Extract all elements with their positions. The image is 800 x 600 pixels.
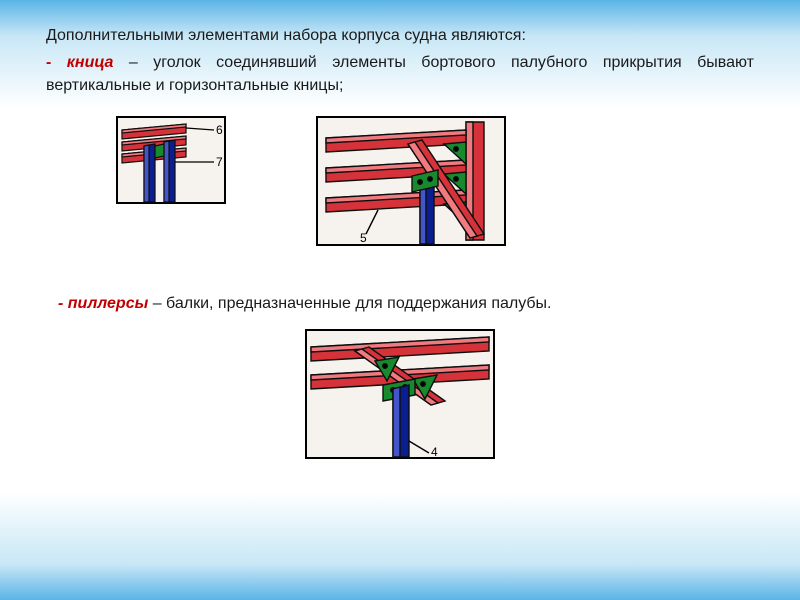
- figure-1: 6 7: [116, 116, 226, 204]
- knitsa-paragraph: - кница – уголок соединявший элементы бо…: [46, 51, 754, 97]
- figure-row-1: 6 7: [116, 116, 754, 246]
- figure-3: 4: [305, 329, 495, 459]
- fig1-label-7: 7: [216, 155, 223, 169]
- fig2-label-5: 5: [360, 231, 367, 245]
- term-pillersy: - пиллерсы: [58, 295, 148, 312]
- knitsa-rest: – уголок соединявший элементы бортового …: [46, 54, 754, 94]
- figure-2: 5: [316, 116, 506, 246]
- intro-paragraph: Дополнительными элементами набора корпус…: [46, 24, 754, 47]
- figure-row-2: 4: [46, 329, 754, 464]
- pillersy-rest: – балки, предназначенные для поддержания…: [148, 295, 551, 312]
- pillersy-paragraph: - пиллерсы – балки, предназначенные для …: [58, 292, 754, 315]
- content: Дополнительными элементами набора корпус…: [0, 0, 800, 464]
- fig3-label-4: 4: [431, 445, 438, 459]
- fig1-label-6: 6: [216, 123, 223, 137]
- term-knitsa: - кница: [46, 54, 113, 71]
- slide: Дополнительными элементами набора корпус…: [0, 0, 800, 600]
